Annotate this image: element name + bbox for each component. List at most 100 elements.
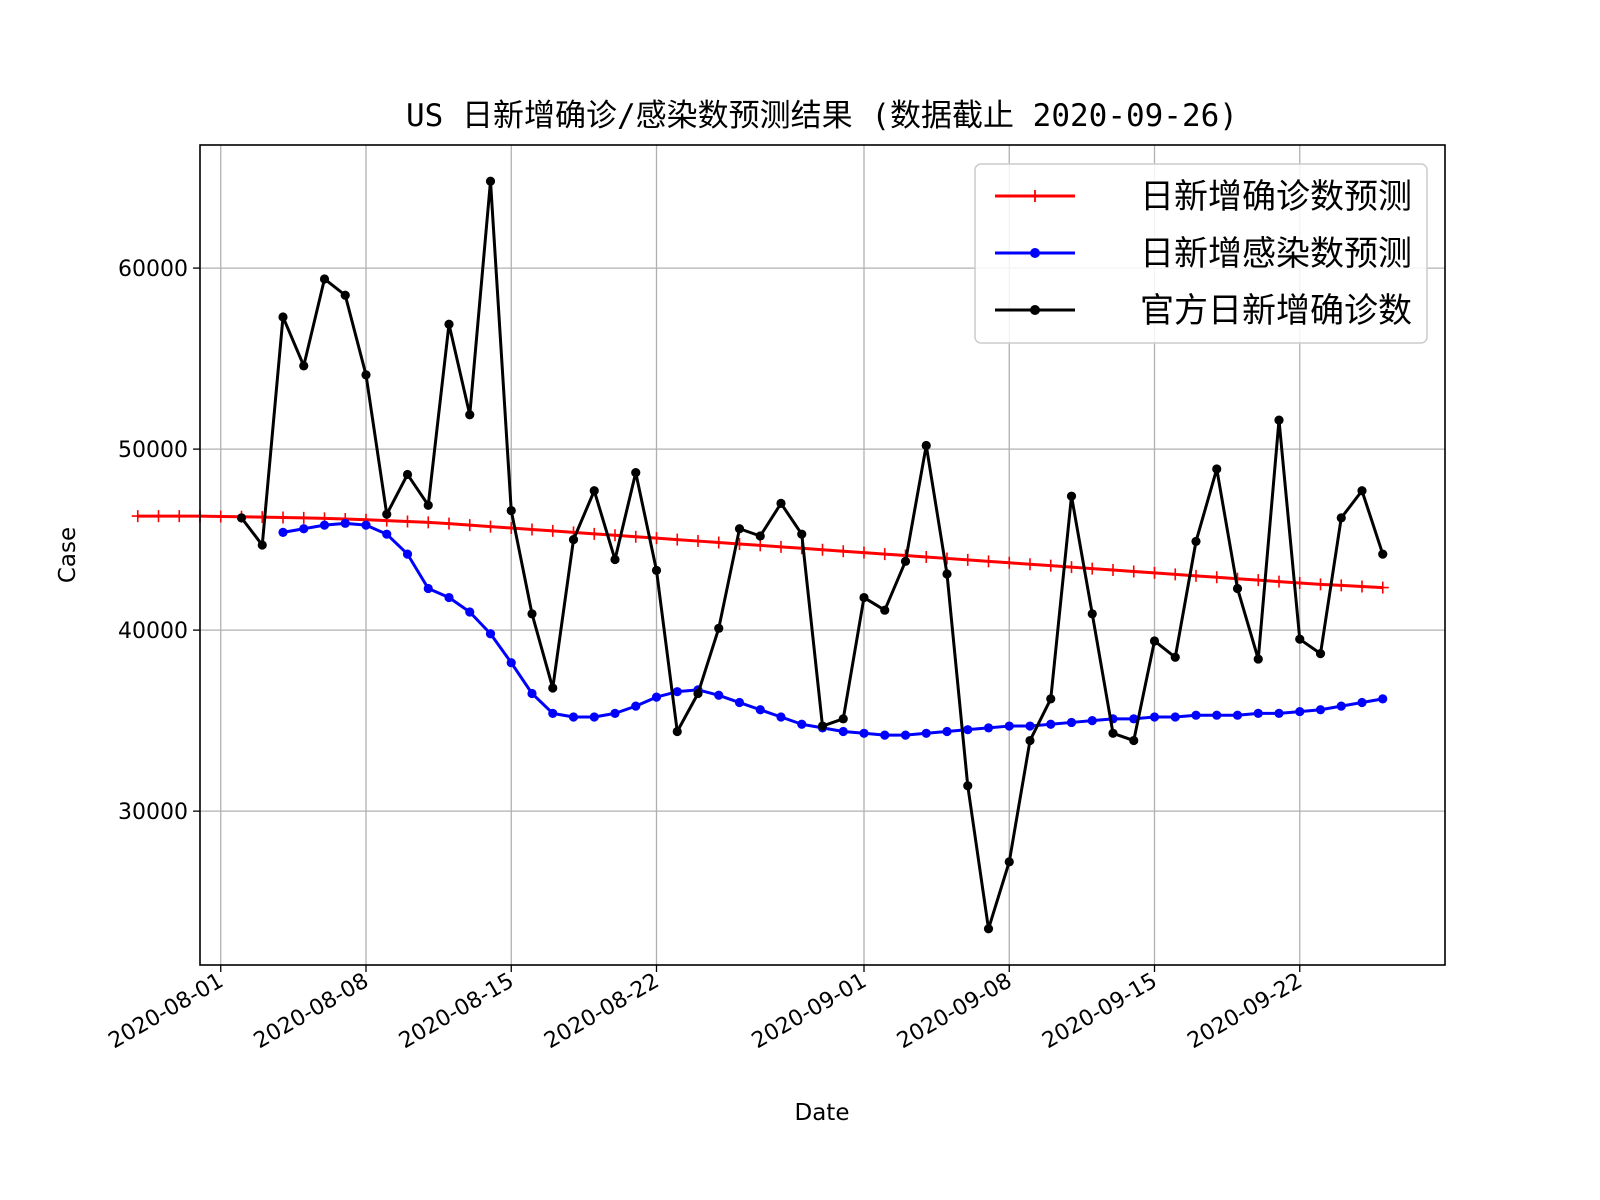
data-point [1336,513,1346,523]
data-point [402,549,413,559]
legend-marker [1029,190,1041,202]
data-point [548,708,558,718]
data-point [838,714,848,724]
data-point [610,554,620,565]
data-point [1170,712,1180,722]
data-point [859,592,869,603]
data-point [1253,708,1263,718]
data-point [277,511,289,524]
legend-entry: 日新增感染数预测 [995,234,1412,274]
data-point [1170,652,1180,662]
legend-frame [974,163,1428,344]
data-point [837,545,850,558]
data-point [920,550,933,563]
data-point [880,605,890,615]
data-point [942,569,952,579]
data-point [817,721,828,731]
data-point [734,697,745,708]
data-point [1191,710,1201,720]
data-point [1086,562,1099,575]
legend-label: 官方日新增确诊数 [1140,291,1412,331]
legend-entry: 官方日新增确诊数 [995,291,1412,331]
data-point [1024,558,1036,571]
data-point [693,688,703,699]
data-point [1212,710,1222,720]
data-point [443,517,455,530]
data-point [423,583,433,594]
data-point [672,687,682,697]
data-point [755,705,765,715]
data-point [1066,491,1077,501]
data-point [278,312,288,322]
data-point [797,529,807,539]
data-point [1357,697,1367,708]
data-point [631,701,641,711]
data-point [1149,712,1160,722]
data-point [1087,609,1097,619]
series-3 [236,176,1388,934]
data-point [754,539,767,552]
data-point [921,728,931,738]
data-point [131,510,144,523]
data-point [1148,566,1161,579]
data-point [401,515,414,528]
data-point [463,519,476,532]
data-point [776,712,786,722]
data-point [506,506,516,516]
data-point [963,781,973,791]
data-point [859,728,869,738]
series-layer [131,176,1389,934]
data-point [1210,571,1223,584]
data-point [257,540,267,550]
data-point [900,730,911,740]
data-point [712,536,725,549]
data-point [546,524,559,537]
data-point [1253,654,1263,664]
data-point [1295,706,1305,717]
data-point [1274,708,1284,718]
data-point [1065,561,1078,574]
data-point [1357,486,1367,496]
data-point [382,529,392,539]
data-point [631,468,641,478]
data-point [1129,735,1139,746]
data-point [340,290,350,300]
data-point [1378,549,1388,559]
data-point [1169,568,1182,581]
data-point [1232,583,1243,594]
data-point [880,730,890,740]
data-point [1004,721,1014,731]
data-point [629,530,642,543]
data-point [444,592,454,603]
data-point [1335,579,1348,592]
data-point [775,540,787,553]
data-point [900,556,911,566]
data-point [214,510,227,523]
data-point [1212,464,1222,474]
data-point [297,511,310,524]
data-point [671,533,684,546]
data-point [610,708,620,718]
data-point [1066,717,1077,728]
data-point [921,440,931,451]
data-point [1315,649,1326,659]
data-point [714,690,724,700]
legend-label: 日新增确诊数预测 [1140,177,1412,217]
data-point [734,524,745,534]
data-point [465,607,475,617]
legend-label: 日新增感染数预测 [1140,234,1412,274]
chart-title: US 日新增确诊/感染数预测结果 (数据截止 2020-09-26) [406,98,1238,134]
data-point [692,535,704,548]
data-point [942,726,952,737]
data-point [1314,578,1327,591]
data-point [1252,574,1265,587]
data-point [589,486,599,496]
data-point [589,712,599,722]
data-point [402,469,413,480]
data-point [982,555,995,568]
data-point [485,176,496,186]
data-point [1025,721,1035,731]
data-point [278,527,288,537]
data-point [1087,716,1097,726]
